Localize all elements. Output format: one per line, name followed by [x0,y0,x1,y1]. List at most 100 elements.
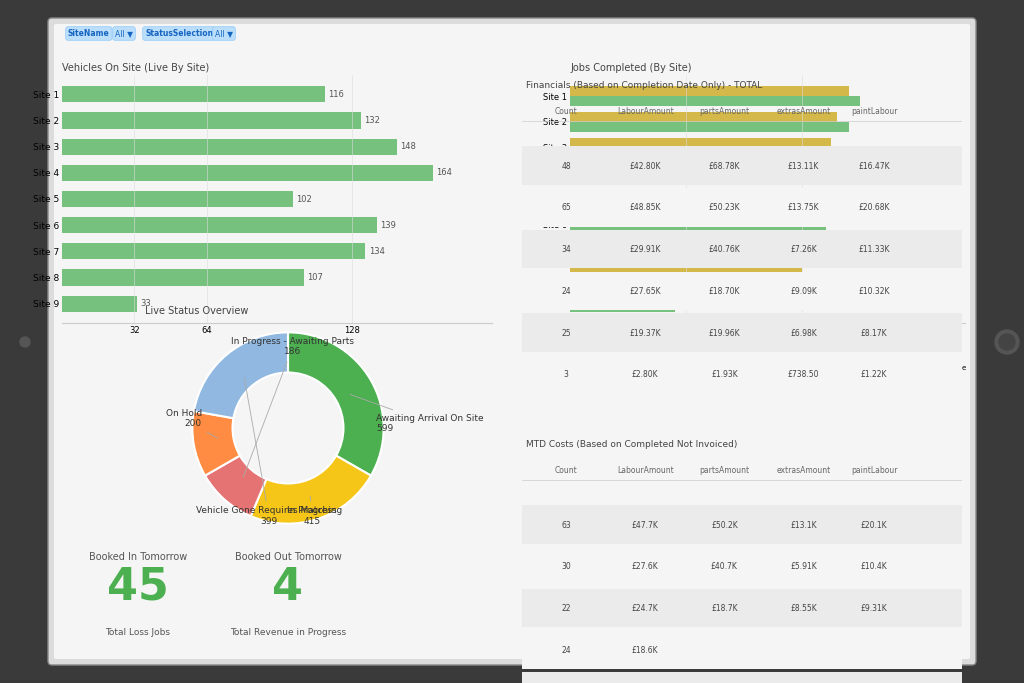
Text: 24: 24 [561,287,570,296]
Text: Booked Out Tomorrow: Booked Out Tomorrow [234,552,341,562]
Text: 3: 3 [563,370,568,379]
FancyBboxPatch shape [522,272,962,310]
Text: £10.32K: £10.32K [858,287,890,296]
Bar [62,243,366,260]
Bar [570,96,860,106]
Text: £18.7K: £18.7K [711,604,737,613]
Text: StatusSelection: StatusSelection [145,29,213,38]
Text: £13.1K: £13.1K [791,520,817,529]
Text: 34: 34 [561,245,570,254]
Bar [570,173,838,183]
Text: £29.91K: £29.91K [630,245,660,254]
Bar [62,191,293,207]
FancyBboxPatch shape [522,630,962,669]
FancyBboxPatch shape [522,355,962,393]
FancyBboxPatch shape [522,146,962,185]
Text: £1.22K: £1.22K [861,370,887,379]
Text: MTD Costs (Based on Completed Not Invoiced): MTD Costs (Based on Completed Not Invoic… [526,440,737,449]
Text: Financials (Based on Completion Date Only) - TOTAL: Financials (Based on Completion Date Onl… [526,81,763,89]
Text: £11.33K: £11.33K [858,245,890,254]
Text: Total Revenue in Progress: Total Revenue in Progress [230,628,346,637]
Text: 48: 48 [561,162,570,171]
Bar [62,269,304,285]
Text: 134: 134 [369,247,385,256]
Text: Jobs Completed (By Site): Jobs Completed (By Site) [570,63,691,73]
Text: extrasAmount: extrasAmount [776,107,830,116]
Bar [570,189,820,199]
Bar [570,122,849,132]
Text: LabourAmount: LabourAmount [616,107,674,116]
FancyBboxPatch shape [522,673,962,683]
Text: 30: 30 [561,562,570,572]
Wedge shape [193,411,240,475]
Text: 45: 45 [108,566,169,609]
Text: All ▼: All ▼ [115,29,133,38]
Circle shape [999,334,1015,350]
Text: Awaiting Arrival On Site
599: Awaiting Arrival On Site 599 [350,395,483,433]
Wedge shape [251,456,371,524]
Text: £9.09K: £9.09K [791,287,817,296]
Bar [570,86,849,96]
Text: £18.6K: £18.6K [632,646,658,655]
Text: £40.7K: £40.7K [711,562,738,572]
FancyBboxPatch shape [522,189,962,227]
Bar [62,296,136,311]
FancyBboxPatch shape [522,313,962,352]
Bar [570,138,831,148]
Text: £10.4K: £10.4K [860,562,888,572]
Text: £20.68K: £20.68K [858,204,890,212]
Text: £20.1K: £20.1K [861,520,888,529]
Text: £6.98K: £6.98K [791,329,817,337]
Text: 63: 63 [561,520,570,529]
Text: On Hold
200: On Hold 200 [166,408,218,438]
Text: 164: 164 [436,168,453,178]
Text: £24.7K: £24.7K [632,604,658,613]
Bar [570,292,640,302]
Text: £48.85K: £48.85K [630,204,660,212]
Text: In Progress - Awaiting Parts
186: In Progress - Awaiting Parts 186 [231,337,354,477]
Text: £8.17K: £8.17K [861,329,888,337]
Text: £19.96K: £19.96K [709,329,740,337]
Text: £50.2K: £50.2K [711,520,737,529]
Text: £42.80K: £42.80K [630,162,660,171]
Text: £47.7K: £47.7K [632,520,658,529]
Bar [570,215,814,225]
Text: 4: 4 [272,566,303,609]
Text: SiteName: SiteName [68,29,110,38]
Bar [570,302,675,311]
Text: £13.75K: £13.75K [787,204,819,212]
Text: 148: 148 [400,142,416,151]
Text: 22: 22 [561,604,570,613]
Wedge shape [205,456,266,516]
Text: 33: 33 [140,299,151,308]
Text: Vehicles On Site (Live By Site): Vehicles On Site (Live By Site) [62,63,209,73]
Text: extrasAmount: extrasAmount [776,466,830,475]
Text: partsAmount: partsAmount [699,466,750,475]
Text: £68.78K: £68.78K [709,162,740,171]
Text: 132: 132 [365,116,380,125]
Text: 24: 24 [561,646,570,655]
Text: Count: Count [555,107,578,116]
Text: 107: 107 [307,273,324,282]
Text: Live Status Overview: Live Status Overview [144,306,248,316]
Text: £16.47K: £16.47K [858,162,890,171]
Text: £27.6K: £27.6K [632,562,658,572]
FancyBboxPatch shape [48,18,976,665]
FancyBboxPatch shape [522,230,962,268]
Text: £9.31K: £9.31K [860,604,888,613]
Wedge shape [194,333,288,418]
Text: 116: 116 [328,90,344,99]
Bar [570,199,831,209]
Text: £40.76K: £40.76K [709,245,740,254]
Bar [62,217,377,234]
Text: paintLabour: paintLabour [851,107,897,116]
Text: £18.70K: £18.70K [709,287,740,296]
Text: paintLabour: paintLabour [851,466,897,475]
Text: 102: 102 [296,195,312,204]
Legend: Completed, Revenue: Completed, Revenue [843,363,970,374]
Circle shape [20,337,30,347]
Text: All ▼: All ▼ [215,29,233,38]
FancyBboxPatch shape [54,24,970,659]
Text: partsAmount: partsAmount [699,107,750,116]
Bar [62,165,433,181]
